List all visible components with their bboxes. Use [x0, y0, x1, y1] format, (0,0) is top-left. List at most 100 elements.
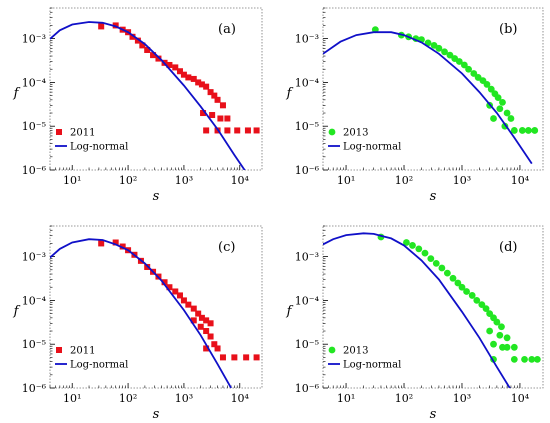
data-point	[176, 68, 183, 75]
data-point	[482, 305, 490, 313]
data-point	[432, 259, 440, 267]
data-point	[211, 341, 218, 348]
data-point	[207, 89, 214, 96]
y-tick-label: 10⁻⁵	[295, 120, 319, 133]
data-point	[463, 288, 470, 295]
data-point	[98, 240, 105, 247]
legend-label: Log-normal	[343, 360, 401, 371]
plot-frame	[322, 7, 544, 171]
data-point	[243, 354, 250, 361]
data-point	[144, 46, 151, 53]
data-point	[496, 331, 504, 339]
data-point	[470, 70, 478, 77]
panel-label: (c)	[218, 240, 235, 255]
plot-area	[323, 26, 539, 165]
legend-label: 2011	[70, 128, 95, 139]
data-point	[224, 115, 231, 122]
chart-panel-1: 10¹ 10² 10³ 10⁴ 10⁻³ 10⁻⁴ 10⁻⁵ 10⁻⁶ s f (b) 2013 Log…	[286, 7, 544, 204]
data-point	[449, 274, 457, 282]
data-point	[498, 323, 505, 331]
data-point	[207, 320, 214, 327]
data-point	[533, 355, 541, 363]
data-point	[465, 65, 472, 73]
data-point	[487, 85, 495, 93]
x-tick-label: 10¹	[63, 392, 81, 405]
legend-marker	[56, 347, 62, 353]
data-point	[441, 48, 448, 56]
chart-panel-0: 10¹ 10² 10³ 10⁴ 10⁻³ 10⁻⁴ 10⁻⁵ 10⁻⁶ s f (a) 2011 Log…	[13, 7, 263, 204]
data-point	[150, 52, 157, 59]
data-point	[134, 37, 141, 44]
y-axis-label: f	[13, 304, 21, 319]
data-point	[190, 305, 197, 312]
series-line-lognormal	[323, 232, 511, 388]
data-point	[166, 61, 173, 68]
data-point	[190, 75, 197, 82]
x-tick-label: 10²	[119, 174, 137, 187]
y-tick-label: 10⁻³	[22, 33, 46, 46]
plot-area	[50, 21, 260, 170]
y-tick-label: 10⁻⁵	[22, 338, 46, 351]
data-point	[203, 345, 210, 352]
data-point	[203, 328, 210, 335]
data-point	[503, 109, 511, 117]
x-tick-label: 10²	[119, 392, 137, 405]
data-point	[474, 74, 482, 81]
data-point	[214, 345, 221, 352]
legend-marker	[328, 346, 336, 354]
data-point	[503, 343, 511, 351]
legend-label: 2013	[343, 346, 368, 357]
y-tick-label: 10⁻⁶	[295, 382, 320, 395]
x-tick-label: 10⁴	[231, 174, 250, 187]
data-point	[214, 96, 221, 103]
data-point	[203, 127, 210, 134]
x-tick-label: 10²	[395, 392, 413, 405]
legend-label: Log-normal	[343, 142, 401, 153]
x-axis-label: s	[430, 407, 437, 422]
x-tick-label: 10¹	[337, 174, 355, 187]
data-point	[493, 318, 501, 326]
data-point	[119, 243, 126, 250]
y-axis-label: f	[286, 304, 294, 319]
x-tick-label: 10⁴	[511, 392, 530, 405]
y-tick-label: 10⁻⁶	[22, 164, 47, 177]
data-point	[486, 327, 494, 335]
data-point	[409, 242, 416, 249]
y-tick-label: 10⁻⁴	[22, 294, 47, 307]
y-axis-label: f	[13, 86, 21, 101]
data-point	[525, 127, 532, 134]
x-axis-label: s	[430, 189, 437, 204]
data-point	[203, 317, 210, 324]
chart-panel-3: 10¹ 10² 10³ 10⁴ 10⁻³ 10⁻⁴ 10⁻⁵ 10⁻⁶ s f (d) 2013 Log…	[286, 225, 544, 422]
legend-label: 2011	[70, 346, 95, 357]
data-point	[207, 333, 214, 340]
data-point	[473, 297, 481, 304]
x-tick-label: 10³	[453, 392, 471, 405]
data-point	[231, 354, 238, 361]
chart-panel-2: 10¹ 10² 10³ 10⁴ 10⁻³ 10⁻⁴ 10⁻⁵ 10⁻⁶ s f (c) 2011 Log…	[13, 225, 263, 422]
data-point	[190, 317, 197, 324]
data-point	[415, 245, 423, 253]
legend-label: Log-normal	[70, 142, 128, 153]
x-tick-label: 10⁴	[511, 174, 530, 187]
data-point	[244, 127, 251, 134]
x-tick-label: 10³	[175, 392, 193, 405]
panel-label: (a)	[218, 22, 236, 37]
data-point	[468, 292, 476, 299]
data-point	[98, 23, 105, 30]
data-point	[253, 127, 260, 134]
data-point	[195, 310, 202, 317]
data-point	[185, 74, 192, 81]
legend-label: Log-normal	[70, 360, 128, 371]
data-point	[197, 323, 204, 330]
y-tick-label: 10⁻⁶	[295, 164, 320, 177]
data-point	[112, 22, 119, 29]
data-point	[224, 127, 231, 134]
data-point	[510, 343, 518, 351]
data-point	[494, 94, 502, 101]
data-point	[454, 279, 462, 287]
data-point	[531, 127, 539, 134]
data-point	[521, 355, 528, 363]
x-tick-label: 10³	[175, 174, 193, 187]
